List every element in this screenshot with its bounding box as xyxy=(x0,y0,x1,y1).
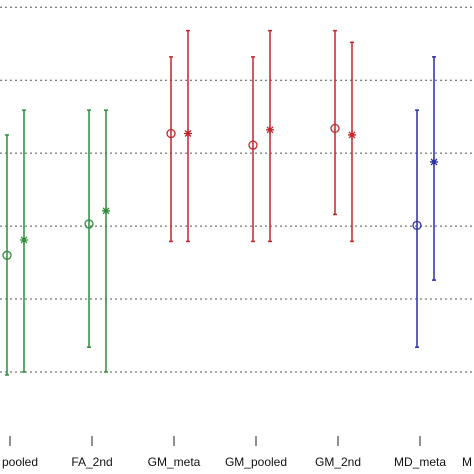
x-tick-label: GM_2nd xyxy=(315,455,361,469)
marker-circle xyxy=(412,220,422,231)
marker-star xyxy=(430,157,438,166)
marker-star xyxy=(184,129,192,138)
x-tick-label: MD_meta xyxy=(394,455,446,469)
marker-star xyxy=(102,206,110,215)
x-tick-label: M xyxy=(462,455,472,469)
x-tick-label: GM_meta xyxy=(148,455,201,469)
x-tick-label: pooled xyxy=(2,455,38,469)
marker-star xyxy=(348,130,356,139)
x-tick-label: FA_2nd xyxy=(71,455,112,469)
marker-circle xyxy=(330,123,340,134)
marker-circle xyxy=(166,128,176,139)
marker-star xyxy=(20,235,28,244)
marker-star xyxy=(266,125,274,134)
marker-circle xyxy=(2,250,12,260)
x-tick-label: GM_pooled xyxy=(225,455,287,469)
marker-circle xyxy=(84,219,94,229)
marker-circle xyxy=(248,140,258,150)
